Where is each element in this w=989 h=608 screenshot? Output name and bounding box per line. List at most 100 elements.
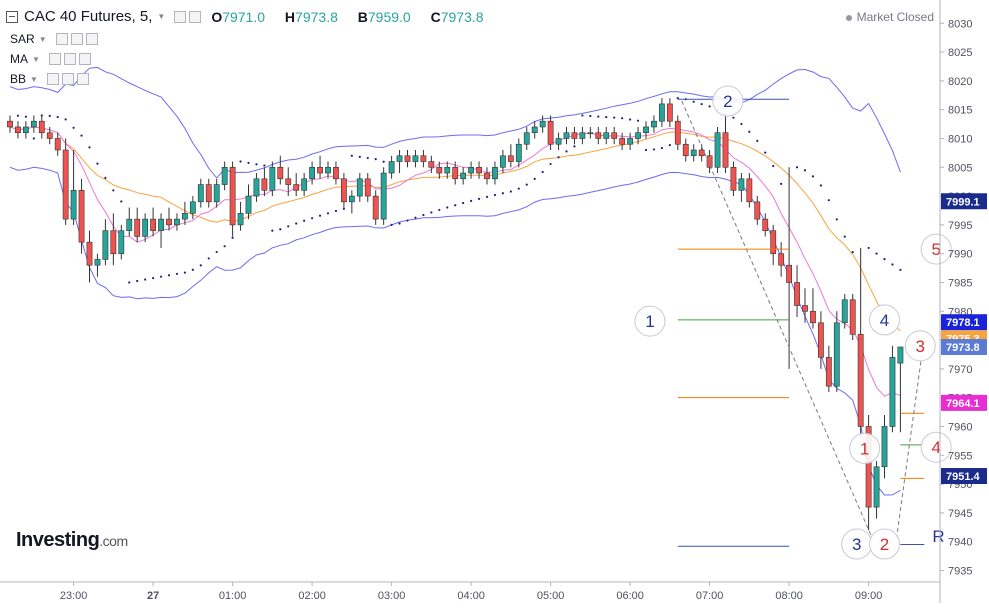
candle-body — [810, 310, 816, 324]
collapse-icon[interactable] — [6, 10, 18, 23]
candle-body — [102, 230, 109, 260]
candle-body — [22, 126, 29, 134]
chevron-down-icon[interactable]: ▼ — [38, 34, 47, 44]
candle-body — [571, 132, 578, 139]
sar-dot — [581, 114, 584, 117]
close-icon[interactable] — [85, 33, 98, 45]
candle-body — [579, 132, 586, 139]
candle-body — [380, 172, 387, 220]
candle-body — [706, 155, 713, 168]
y-tick-label: 8025 — [948, 47, 972, 59]
sar-dot — [827, 199, 830, 202]
sar-dot — [573, 145, 576, 148]
candle-body — [627, 138, 633, 145]
close-icon[interactable] — [78, 53, 91, 65]
candle-body — [269, 166, 276, 191]
y-tick-label: 8020 — [948, 76, 972, 88]
x-tick-label: 06:00 — [616, 590, 644, 602]
sar-dot — [279, 228, 282, 231]
candle-body — [7, 120, 13, 128]
sar-dot — [883, 257, 886, 261]
chevron-down-icon[interactable]: ▼ — [32, 54, 40, 64]
y-tick-label: 7985 — [948, 277, 972, 289]
candle-body — [444, 166, 451, 174]
sar-dot — [358, 155, 361, 159]
candle-body — [539, 120, 546, 128]
wave-label: 3 — [852, 535, 861, 554]
candle-body — [285, 178, 292, 185]
wave-label-circle — [634, 305, 666, 337]
candle-body — [857, 334, 864, 427]
sar-dot — [414, 216, 417, 219]
wave-label: R — [932, 527, 944, 546]
sar-dot — [780, 182, 783, 185]
price-label: 7999.1 — [946, 196, 980, 208]
y-tick-label: 8015 — [948, 105, 972, 117]
y-tick-label: 7945 — [948, 508, 972, 520]
close-icon[interactable] — [76, 73, 89, 85]
sar-dot — [485, 195, 489, 199]
price-label-box — [941, 193, 987, 210]
candle-body — [619, 138, 626, 145]
eye-icon[interactable] — [46, 73, 59, 85]
sar-dot — [438, 208, 441, 212]
low-label: B — [357, 8, 368, 25]
candle-body — [38, 120, 45, 134]
sar-dot — [72, 126, 75, 129]
sar-dot — [541, 170, 544, 174]
sar-dot — [326, 212, 330, 215]
settings-icon[interactable] — [63, 53, 76, 65]
candle-body — [603, 132, 610, 139]
candle-body — [523, 132, 530, 145]
sar-dot — [342, 207, 345, 210]
wave-line — [681, 100, 874, 539]
sar-dot — [263, 164, 266, 167]
chevron-down-icon[interactable]: ▼ — [157, 12, 166, 21]
candle-body — [778, 253, 785, 266]
sar-dot — [462, 201, 465, 205]
candle-body — [364, 178, 371, 197]
high-value: 7973.8 — [295, 8, 338, 25]
sar-dot — [692, 100, 695, 103]
candle-body — [253, 178, 260, 197]
candle-body — [651, 120, 657, 128]
y-tick-label: 7990 — [948, 249, 972, 261]
candle-body — [388, 161, 395, 174]
sar-dot — [64, 118, 67, 121]
indicator-ma[interactable]: MA ▼ — [10, 52, 91, 66]
price-label-box — [941, 468, 987, 485]
wave-label-circle — [849, 432, 881, 464]
eye-icon[interactable] — [189, 10, 202, 23]
sar-dot — [128, 281, 131, 284]
sar-dot — [636, 119, 640, 122]
indicator-bb[interactable]: BB ▼ — [10, 72, 89, 86]
candle-body — [317, 166, 323, 174]
x-tick-label: 04:00 — [457, 590, 485, 602]
settings-icon[interactable] — [70, 33, 83, 45]
wave-label: 1 — [860, 439, 869, 458]
wave-label: 5 — [931, 240, 940, 259]
settings-icon[interactable] — [174, 10, 187, 23]
eye-icon[interactable] — [55, 33, 68, 45]
wave-label: 2 — [880, 535, 889, 554]
candle-body — [794, 282, 800, 306]
candle-body — [738, 178, 745, 191]
sar-dot — [501, 192, 504, 195]
sar-dot — [175, 272, 179, 276]
candle-body — [499, 155, 506, 168]
axes: 7935794079457950795579607965797079757980… — [0, 0, 972, 603]
bb-lower-line — [9, 166, 901, 496]
sar-dot — [477, 197, 481, 200]
sar-dot — [700, 102, 703, 106]
symbol-title[interactable]: CAC 40 Futures, 5, — [24, 8, 153, 25]
chevron-down-icon[interactable]: ▼ — [30, 74, 38, 84]
sar-dot — [732, 116, 735, 119]
settings-icon[interactable] — [61, 73, 74, 85]
sar-dot — [16, 114, 20, 117]
x-tick-label: 03:00 — [378, 590, 406, 602]
eye-icon[interactable] — [48, 53, 61, 65]
indicator-sar[interactable]: SAR ▼ — [10, 32, 98, 46]
sar-dot — [350, 154, 353, 157]
